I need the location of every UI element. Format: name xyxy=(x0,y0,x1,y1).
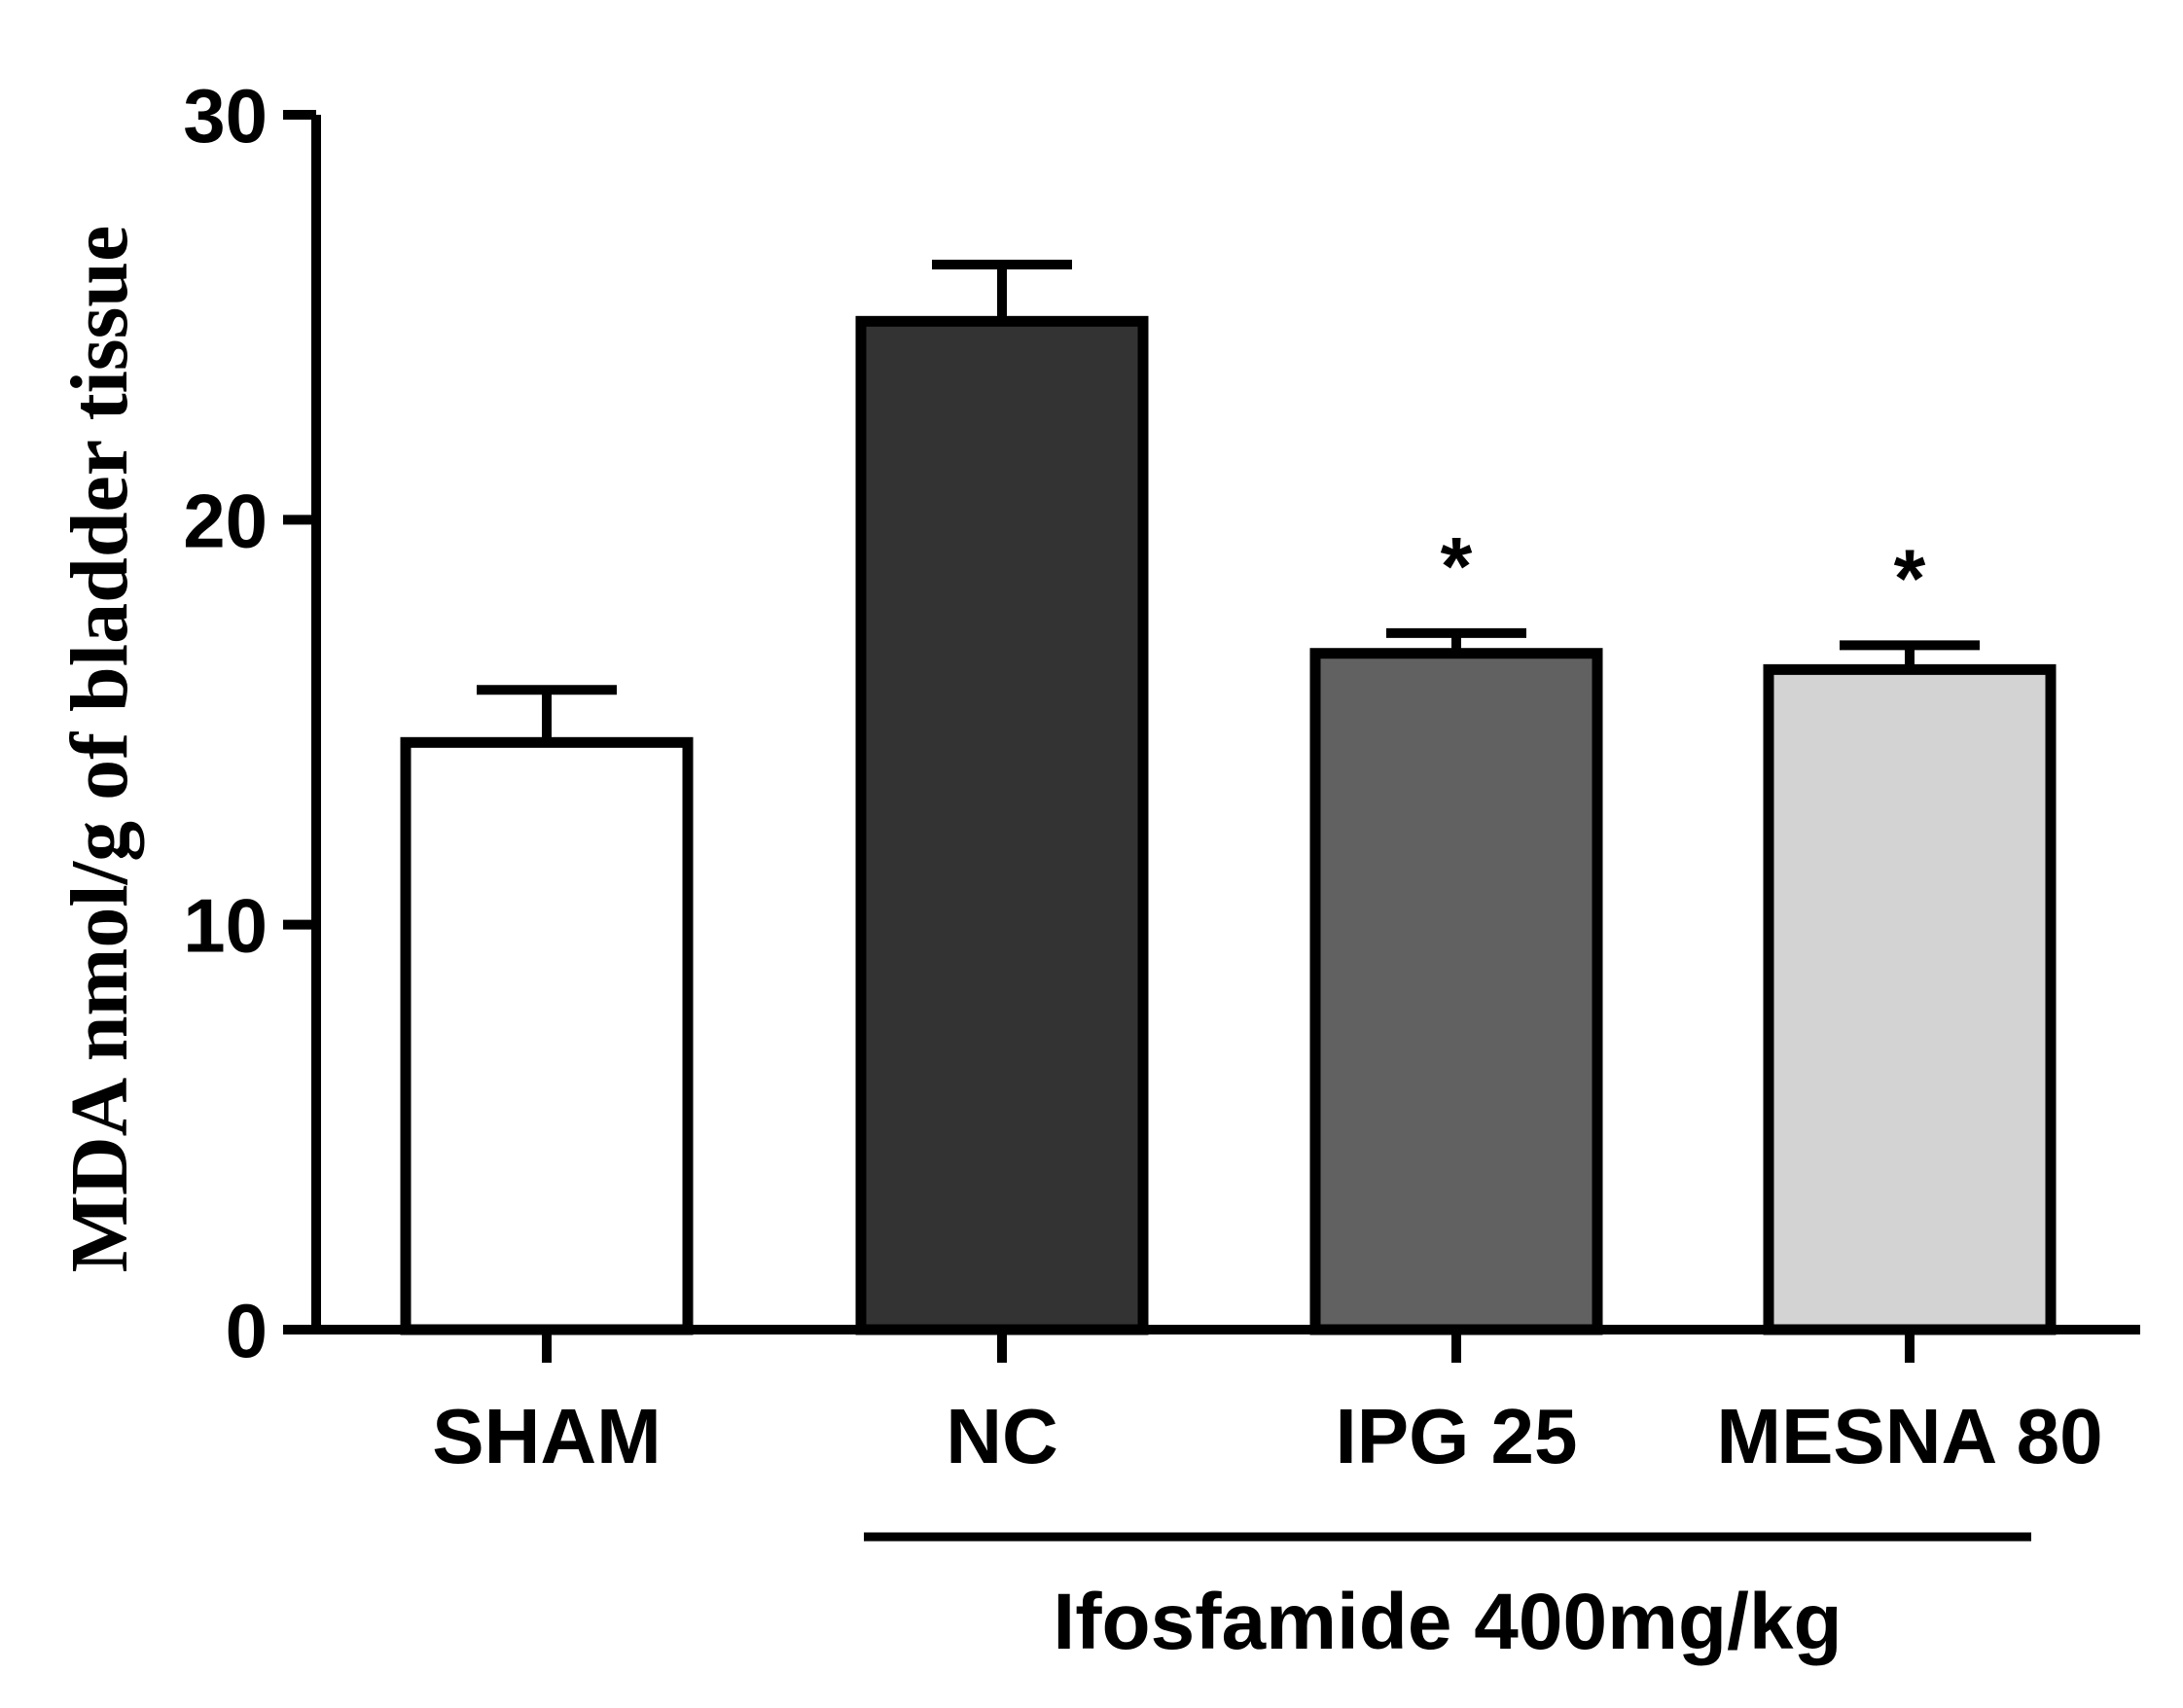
y-ticks: 0 10 20 30 xyxy=(183,73,316,1373)
y-tick-label: 0 xyxy=(226,1288,268,1373)
y-tick-label: 20 xyxy=(183,478,268,563)
y-tick-label: 30 xyxy=(183,73,268,159)
x-category-label: MESNA 80 xyxy=(1716,1393,2102,1479)
significance-marker: * xyxy=(1894,532,1926,623)
bars-layer: * * xyxy=(400,260,2057,1335)
bar-nc xyxy=(855,315,1149,1335)
y-tick-label: 10 xyxy=(183,883,268,969)
bar-ipg-25 xyxy=(1309,648,1603,1335)
x-ticks: SHAM NC IPG 25 MESNA 80 xyxy=(432,1330,2103,1479)
bar-sham xyxy=(400,736,694,1335)
significance-marker: * xyxy=(1441,520,1473,612)
x-category-label: NC xyxy=(946,1393,1058,1479)
group-label: Ifosfamide 400mg/kg xyxy=(1053,1578,1842,1666)
y-axis-label: MDA nmol/g of bladder tissue xyxy=(54,226,145,1273)
bar-mesna-80 xyxy=(1763,663,2057,1335)
axes xyxy=(311,115,2140,1334)
x-category-label: IPG 25 xyxy=(1335,1393,1577,1479)
x-category-label: SHAM xyxy=(432,1393,662,1479)
